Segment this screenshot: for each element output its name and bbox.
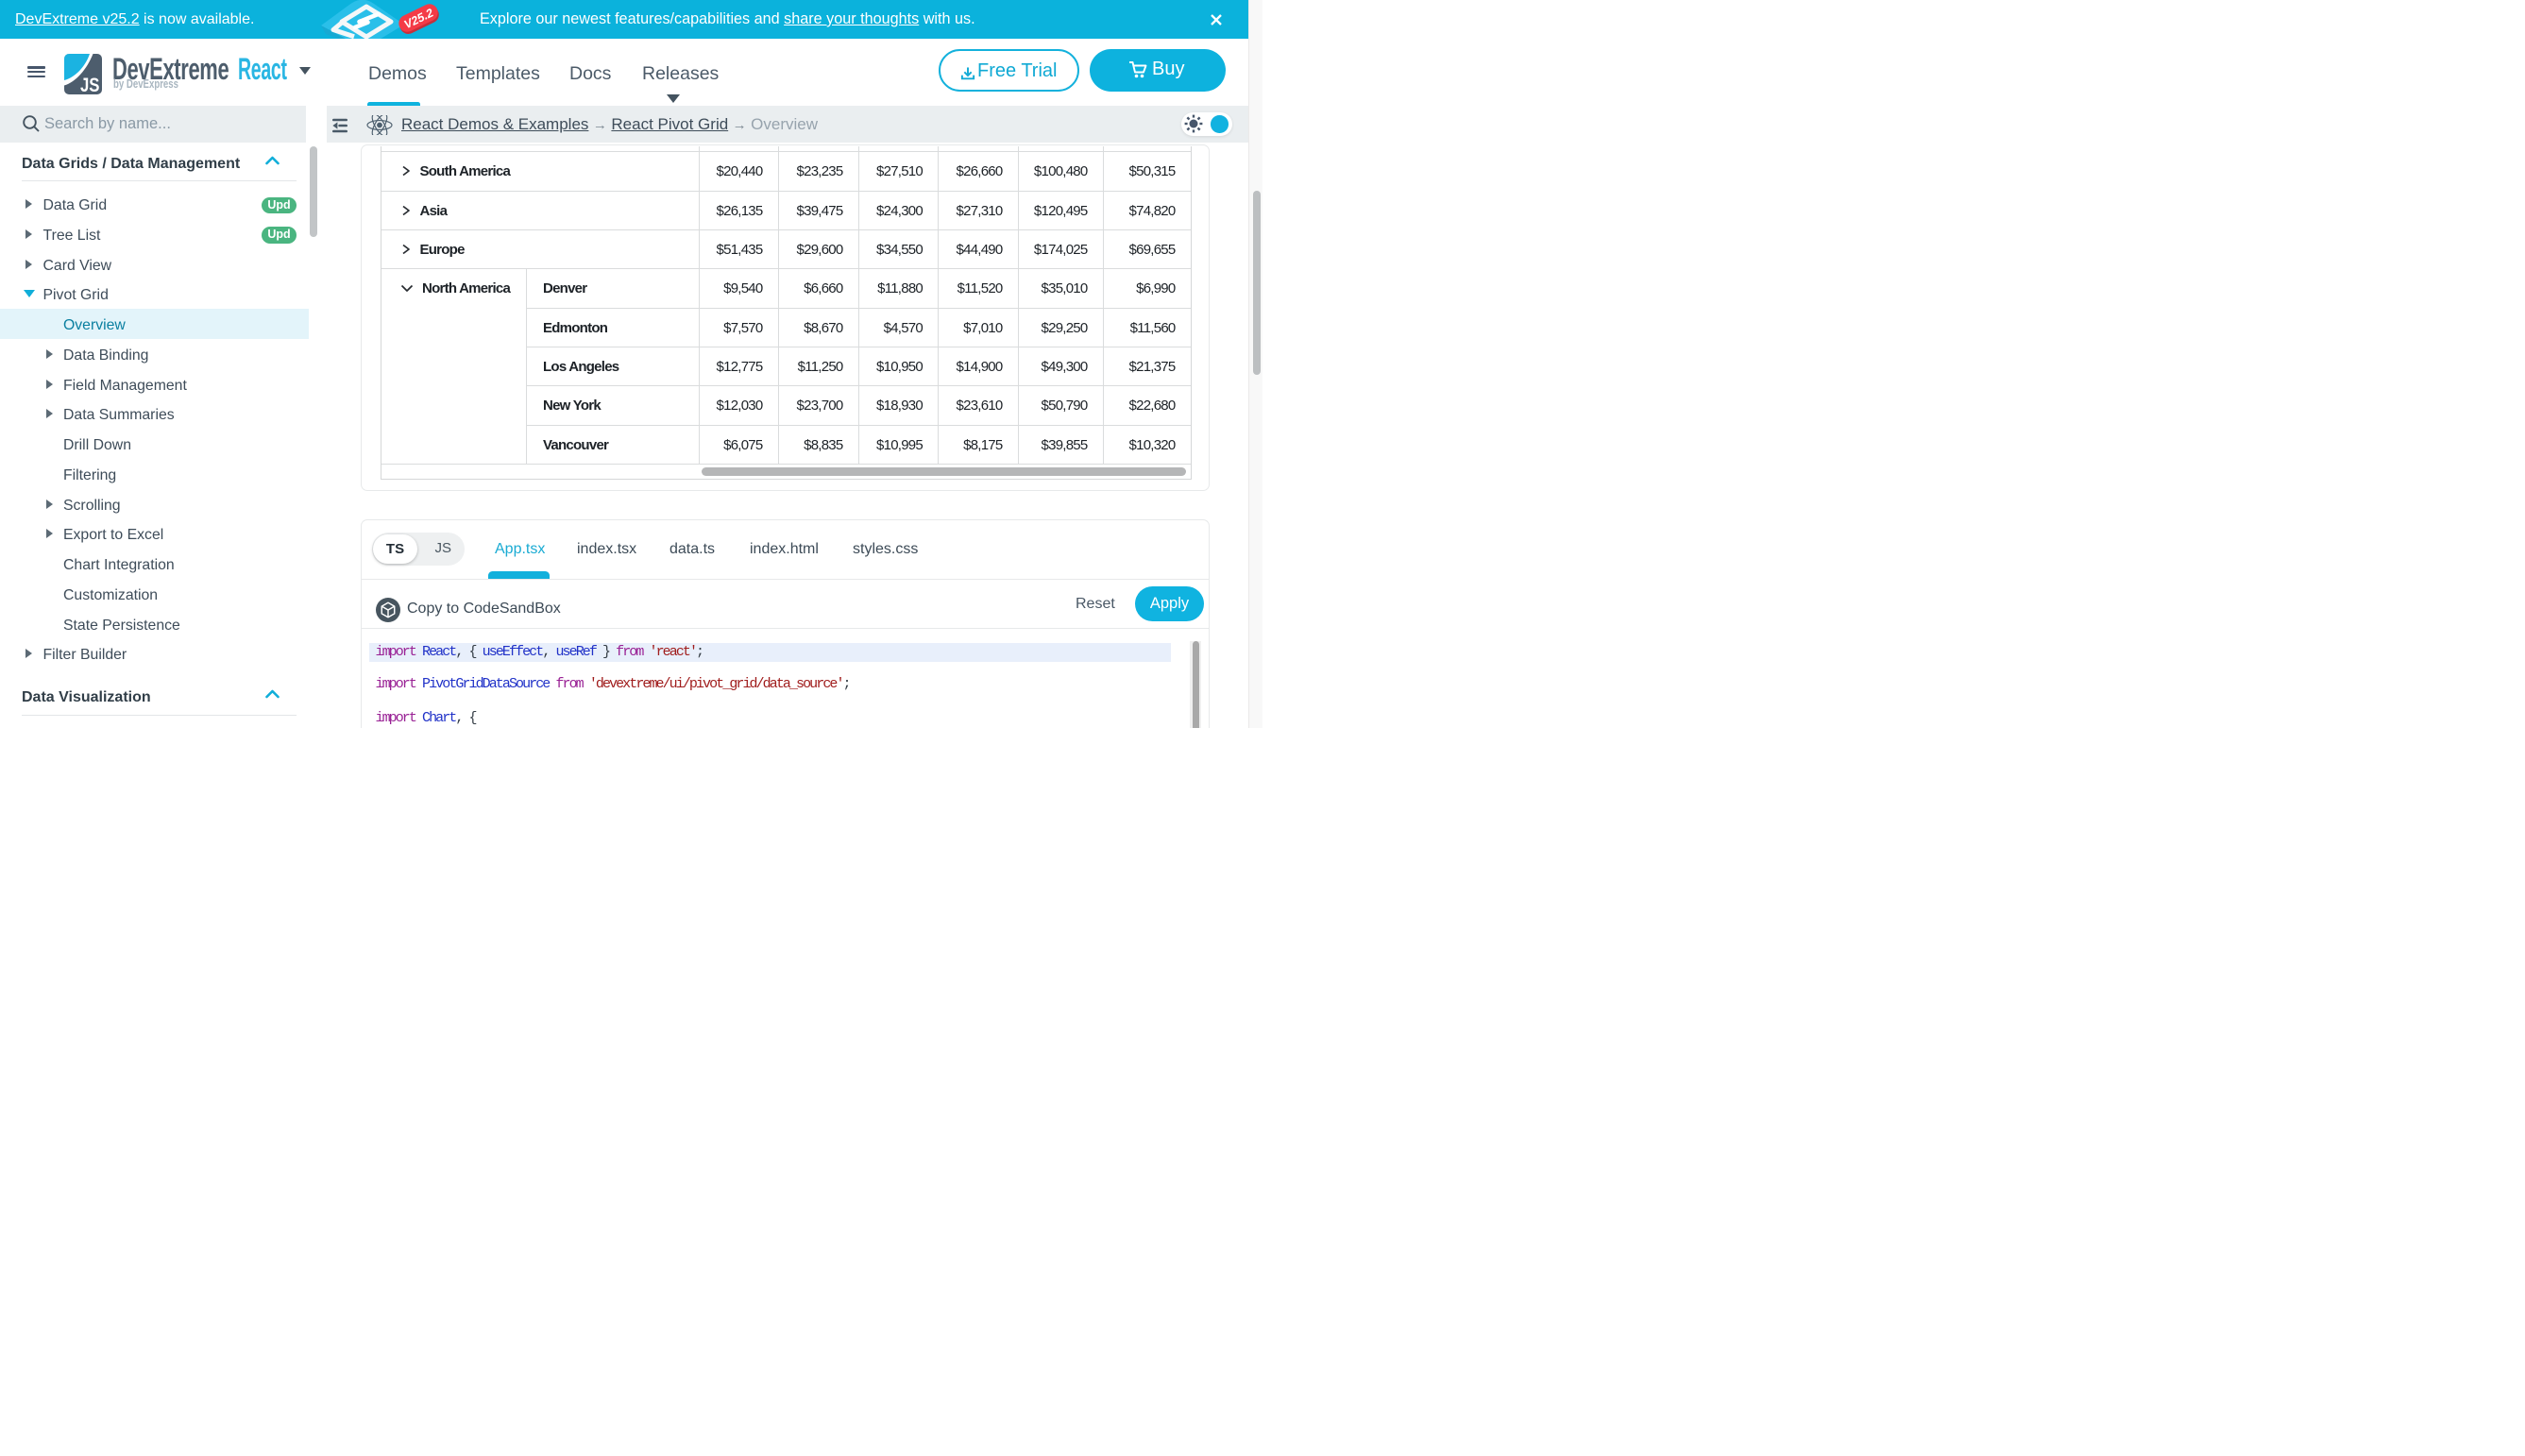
- svg-text:JS: JS: [79, 75, 99, 94]
